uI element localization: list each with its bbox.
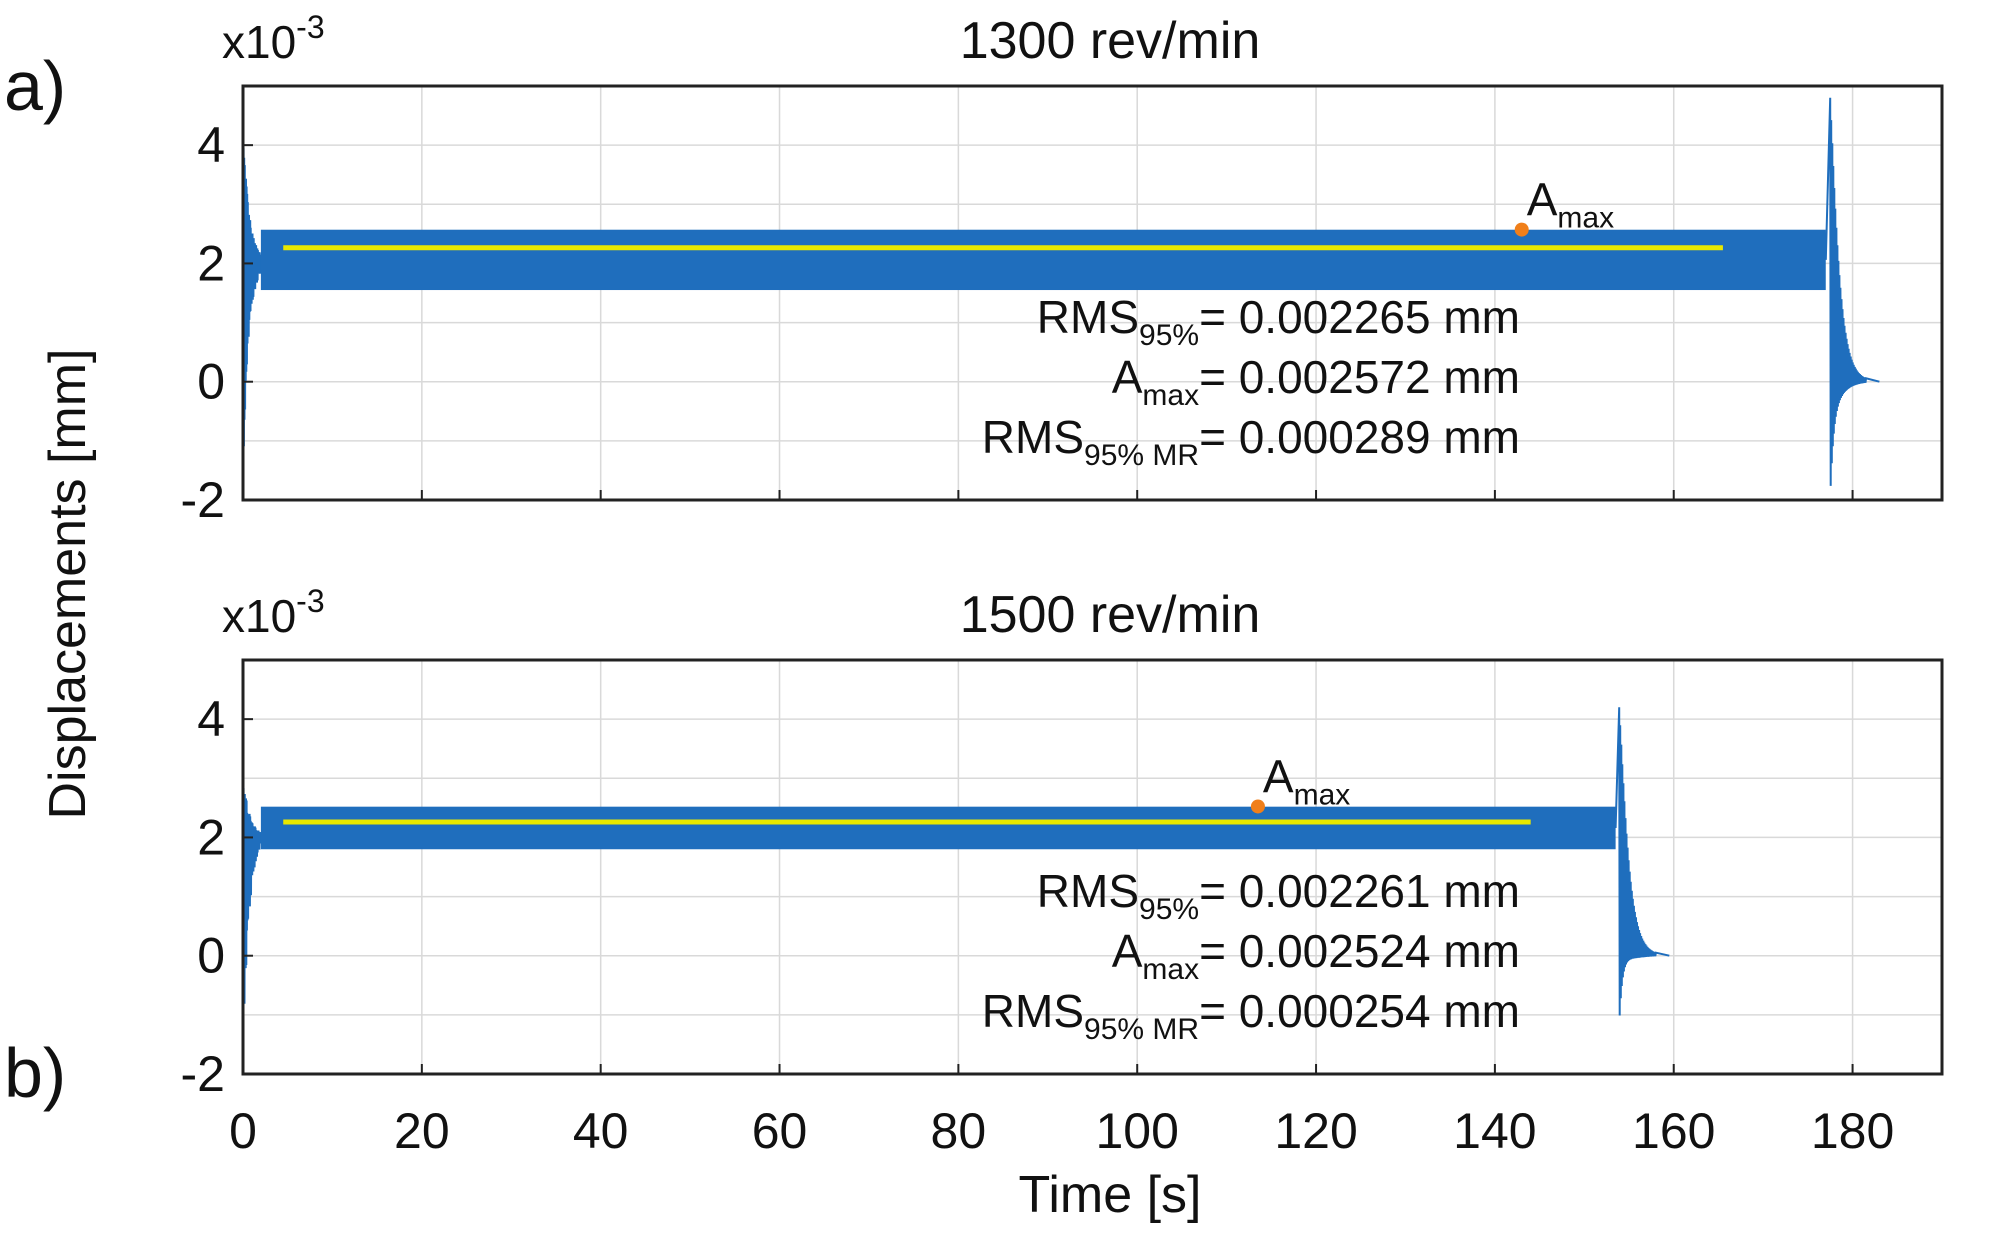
y-tick-label: 0 xyxy=(197,928,225,984)
y-tick-label: 2 xyxy=(197,809,225,865)
amax-marker xyxy=(1250,799,1265,814)
x-tick-label: 160 xyxy=(1632,1103,1715,1159)
stat-line: Amax= 0.002572 mm xyxy=(1112,351,1520,412)
plot-area xyxy=(243,86,1942,500)
stat-name: A xyxy=(1112,925,1143,977)
stat-subscript: 95% xyxy=(1139,893,1199,926)
amax-label-sub: max xyxy=(1294,778,1351,811)
y-tick-label: 2 xyxy=(197,235,225,291)
y-tick-label: -2 xyxy=(181,1046,225,1102)
stat-value: = 0.000254 mm xyxy=(1199,985,1520,1037)
stat-subscript: max xyxy=(1142,379,1199,412)
y-multiplier-exp: -3 xyxy=(296,583,324,619)
panel-title: 1500 rev/min xyxy=(960,586,1261,644)
x-axis-label: Time [s] xyxy=(1019,1166,1202,1224)
stat-name: RMS xyxy=(1037,865,1139,917)
stat-name: A xyxy=(1112,351,1143,403)
stat-value: = 0.002524 mm xyxy=(1199,925,1520,977)
panel-label-a: a) xyxy=(4,47,66,125)
y-axis-label: Displacements [mm] xyxy=(39,349,97,820)
signal-start-transient xyxy=(242,148,262,447)
y-tick-label: 4 xyxy=(197,691,225,747)
stat-name: RMS xyxy=(982,985,1084,1037)
stat-subscript: max xyxy=(1142,953,1199,986)
plot-frame xyxy=(241,84,1944,502)
amax-label-main: A xyxy=(1527,174,1558,226)
stat-value: = 0.002261 mm xyxy=(1199,865,1520,917)
y-tick-label: 4 xyxy=(197,117,225,173)
stat-subscript: 95% MR xyxy=(1084,439,1199,472)
stat-subscript: 95% MR xyxy=(1084,1013,1199,1046)
stat-name: RMS xyxy=(982,411,1084,463)
plot-area xyxy=(243,660,1942,1074)
signal-steady-band xyxy=(260,229,1826,291)
stat-subscript: 95% xyxy=(1139,319,1199,352)
stat-value: = 0.000289 mm xyxy=(1199,411,1520,463)
stat-value: = 0.002572 mm xyxy=(1199,351,1520,403)
stat-line: RMS95%= 0.002265 mm xyxy=(1037,291,1520,352)
panel-title: 1300 rev/min xyxy=(960,12,1261,70)
y-tick-label: -2 xyxy=(181,472,225,528)
x-tick-label: 40 xyxy=(573,1103,629,1159)
x-tick-label: 20 xyxy=(394,1103,450,1159)
stat-line: RMS95%= 0.002261 mm xyxy=(1037,865,1520,926)
x-tick-label: 100 xyxy=(1095,1103,1178,1159)
x-tick-label: 180 xyxy=(1811,1103,1894,1159)
plot-frame xyxy=(241,658,1944,1076)
stat-line: RMS95% MR= 0.000289 mm xyxy=(982,411,1520,472)
panel-label-b: b) xyxy=(4,1034,66,1112)
signal-steady-band xyxy=(260,806,1616,850)
y-multiplier-exp: -3 xyxy=(296,9,324,45)
amax-label-sub: max xyxy=(1557,202,1614,235)
y-multiplier-base: x10 xyxy=(222,590,296,642)
amax-label: Amax xyxy=(1263,750,1350,811)
y-multiplier-base: x10 xyxy=(222,16,296,68)
stat-name: RMS xyxy=(1037,291,1139,343)
y-multiplier: x10-3 xyxy=(222,9,325,68)
stat-line: RMS95% MR= 0.000254 mm xyxy=(982,985,1520,1046)
y-tick-label: 0 xyxy=(197,354,225,410)
amax-label-main: A xyxy=(1263,750,1294,802)
x-tick-label: 120 xyxy=(1274,1103,1357,1159)
x-tick-label: 80 xyxy=(931,1103,987,1159)
stat-line: Amax= 0.002524 mm xyxy=(1112,925,1520,986)
x-tick-label: 60 xyxy=(752,1103,808,1159)
x-tick-label: 140 xyxy=(1453,1103,1536,1159)
signal-start-transient xyxy=(242,788,262,1060)
y-multiplier: x10-3 xyxy=(222,583,325,642)
signal-end-transient xyxy=(1614,707,1670,1016)
signal-end-transient xyxy=(1824,97,1880,486)
amax-marker xyxy=(1514,222,1529,237)
stat-value: = 0.002265 mm xyxy=(1199,291,1520,343)
x-tick-label: 0 xyxy=(229,1103,257,1159)
amax-label: Amax xyxy=(1527,174,1614,235)
